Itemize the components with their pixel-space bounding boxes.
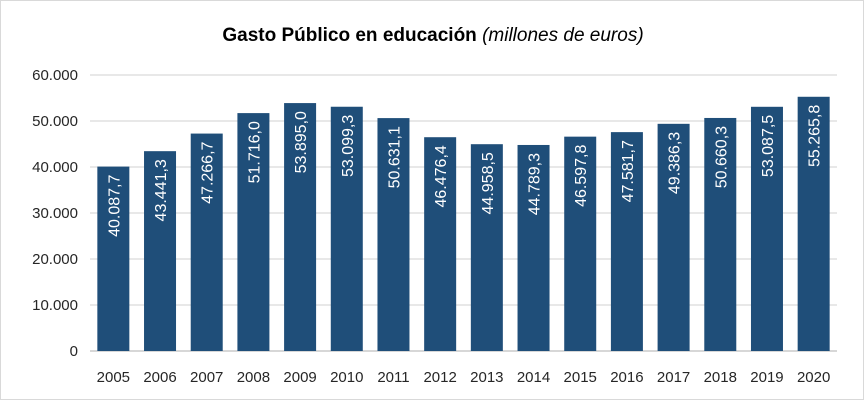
data-label: 44.789,3 (527, 153, 544, 215)
x-tick-label: 2019 (750, 369, 783, 386)
y-tick-label: 60.000 (32, 67, 78, 84)
x-tick-label: 2007 (190, 369, 223, 386)
bar (424, 137, 457, 351)
bar (470, 144, 503, 351)
bar (237, 113, 270, 351)
data-label: 44.958,5 (480, 152, 497, 214)
data-label: 43.441,3 (153, 159, 170, 221)
chart-title: Gasto Público en educación (millones de … (222, 25, 643, 46)
x-tick-label: 2012 (423, 369, 456, 386)
x-tick-label: 2018 (704, 369, 737, 386)
data-label: 40.087,7 (106, 174, 123, 236)
data-label: 46.476,4 (433, 145, 450, 207)
x-tick-label: 2016 (610, 369, 643, 386)
x-tick-label: 2020 (797, 369, 830, 386)
y-tick-label: 20.000 (32, 251, 78, 268)
bar (564, 136, 597, 351)
x-tick-label: 2009 (283, 369, 316, 386)
bar (144, 151, 177, 351)
chart-title-units: (millones de euros) (482, 25, 644, 46)
bar (517, 144, 550, 351)
data-label: 50.660,3 (713, 126, 730, 188)
bar (704, 117, 737, 352)
data-label: 46.597,8 (573, 145, 590, 207)
bar (610, 132, 643, 351)
data-label: 55.265,8 (807, 105, 824, 167)
x-tick-label: 2017 (657, 369, 690, 386)
y-tick-label: 10.000 (32, 297, 78, 314)
chart-title-main: Gasto Público en educación (222, 25, 476, 46)
y-tick-label: 0 (70, 343, 78, 360)
data-label: 53.087,5 (760, 115, 777, 177)
x-tick-label: 2013 (470, 369, 503, 386)
bar (97, 166, 130, 351)
bar (750, 106, 783, 351)
data-label: 53.099,3 (340, 115, 357, 177)
x-tick-label: 2010 (330, 369, 363, 386)
bar (377, 118, 410, 351)
x-tick-label: 2014 (517, 369, 550, 386)
y-tick-label: 40.000 (32, 159, 78, 176)
x-tick-label: 2015 (564, 369, 597, 386)
data-label: 49.386,3 (667, 132, 684, 194)
data-label: 47.581,7 (620, 140, 637, 202)
bar (284, 103, 317, 351)
data-label: 47.266,7 (200, 141, 217, 203)
bar (190, 133, 223, 351)
x-tick-label: 2005 (97, 369, 130, 386)
bar (330, 106, 363, 351)
bar (657, 123, 690, 351)
data-label: 51.716,0 (246, 121, 263, 183)
data-label: 50.631,1 (386, 126, 403, 188)
x-tick-label: 2006 (143, 369, 176, 386)
x-tick-label: 2011 (377, 369, 409, 386)
y-tick-label: 50.000 (32, 113, 78, 130)
data-label: 53.895,0 (293, 111, 310, 173)
y-tick-label: 30.000 (32, 205, 78, 222)
bar (797, 96, 830, 352)
x-tick-label: 2008 (237, 369, 270, 386)
